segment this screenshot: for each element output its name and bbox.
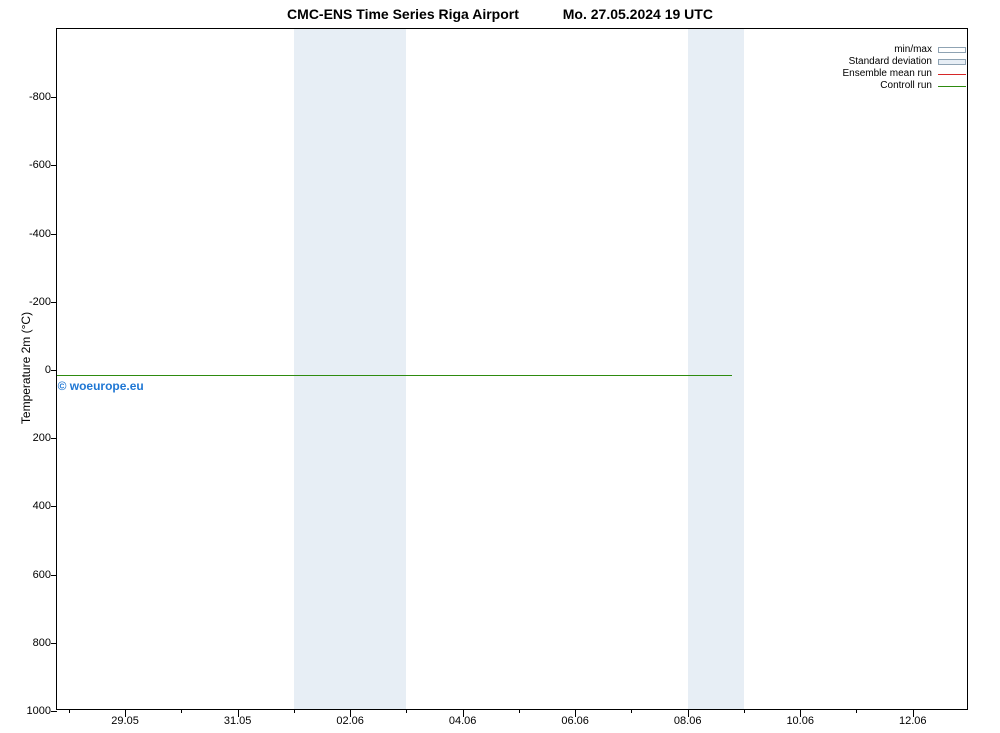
legend-item: Ensemble mean run: [843, 68, 967, 80]
ytick-mark: [51, 506, 57, 507]
chart-container: CMC-ENS Time Series Riga Airport Mo. 27.…: [0, 0, 1000, 733]
controll-run-line: [57, 375, 732, 376]
legend-item: Controll run: [843, 80, 967, 92]
ytick-label: 0: [45, 364, 51, 376]
xtick-label: 06.06: [561, 715, 589, 727]
legend-item-label: Controll run: [880, 80, 932, 92]
ytick-label: 600: [33, 569, 51, 581]
legend: min/maxStandard deviationEnsemble mean r…: [843, 44, 967, 92]
title-main: CMC-ENS Time Series Riga Airport: [287, 6, 519, 22]
ytick-mark: [51, 438, 57, 439]
xtick-label: 12.06: [899, 715, 927, 727]
xtick-minor-mark: [181, 709, 182, 713]
ytick-mark: [51, 302, 57, 303]
legend-item-label: min/max: [894, 44, 932, 56]
ytick-label: 1000: [27, 705, 51, 717]
ytick-mark: [51, 711, 57, 712]
ytick-label: 800: [33, 637, 51, 649]
xtick-label: 29.05: [111, 715, 139, 727]
ytick-mark: [51, 370, 57, 371]
ytick-mark: [51, 234, 57, 235]
xtick-label: 02.06: [336, 715, 364, 727]
title-date: Mo. 27.05.2024 19 UTC: [563, 6, 713, 22]
xtick-minor-mark: [631, 709, 632, 713]
legend-item: Standard deviation: [843, 56, 967, 68]
xtick-label: 31.05: [224, 715, 252, 727]
ytick-label: -800: [29, 91, 51, 103]
xtick-label: 08.06: [674, 715, 702, 727]
legend-swatch: [938, 59, 966, 65]
xtick-label: 10.06: [786, 715, 814, 727]
legend-swatch: [938, 74, 966, 75]
chart-title: CMC-ENS Time Series Riga Airport Mo. 27.…: [0, 6, 1000, 22]
y-axis-label: Temperature 2m (°C): [19, 298, 33, 438]
xtick-label: 04.06: [449, 715, 477, 727]
xtick-minor-mark: [406, 709, 407, 713]
weekend-shade: [294, 29, 407, 709]
legend-item-label: Standard deviation: [849, 56, 932, 68]
xtick-minor-mark: [744, 709, 745, 713]
legend-swatch: [938, 86, 966, 87]
plot-area: -800-600-400-2000200400600800100029.0531…: [56, 28, 968, 710]
xtick-minor-mark: [69, 709, 70, 713]
ytick-label: 200: [33, 432, 51, 444]
ytick-label: 400: [33, 500, 51, 512]
xtick-minor-mark: [856, 709, 857, 713]
ytick-mark: [51, 165, 57, 166]
watermark: © woeurope.eu: [58, 379, 144, 393]
ytick-mark: [51, 575, 57, 576]
legend-swatch: [938, 47, 966, 53]
ytick-label: -400: [29, 228, 51, 240]
ytick-label: -600: [29, 159, 51, 171]
ytick-mark: [51, 643, 57, 644]
weekend-shade: [688, 29, 744, 709]
xtick-minor-mark: [294, 709, 295, 713]
legend-item-label: Ensemble mean run: [843, 68, 933, 80]
xtick-minor-mark: [519, 709, 520, 713]
ytick-mark: [51, 97, 57, 98]
legend-item: min/max: [843, 44, 967, 56]
